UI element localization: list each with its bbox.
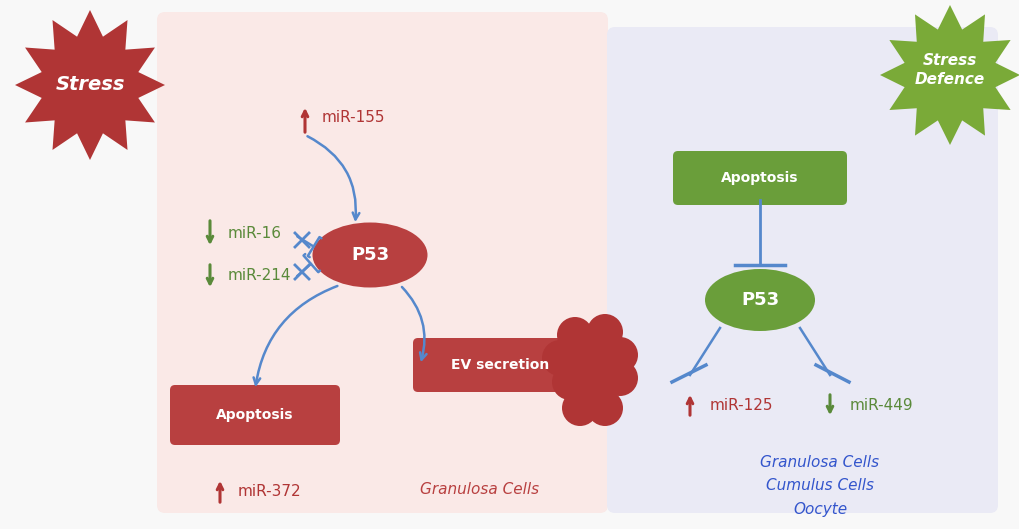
- Text: P53: P53: [351, 246, 388, 264]
- Text: Stress
Defence: Stress Defence: [914, 53, 984, 87]
- FancyBboxPatch shape: [606, 27, 997, 513]
- Text: miR-16: miR-16: [228, 225, 281, 241]
- Text: Apoptosis: Apoptosis: [216, 408, 293, 422]
- Circle shape: [579, 365, 614, 401]
- Text: Stress: Stress: [55, 76, 124, 95]
- Ellipse shape: [704, 269, 814, 331]
- Circle shape: [586, 390, 623, 426]
- Polygon shape: [15, 10, 165, 160]
- Circle shape: [586, 314, 623, 350]
- Circle shape: [601, 360, 637, 396]
- Circle shape: [541, 340, 578, 376]
- Text: miR-155: miR-155: [322, 111, 385, 125]
- Circle shape: [561, 390, 597, 426]
- Text: Granulosa Cells
Cumulus Cells
Oocyte: Granulosa Cells Cumulus Cells Oocyte: [760, 455, 878, 517]
- Text: miR-214: miR-214: [228, 268, 291, 282]
- Ellipse shape: [312, 223, 427, 287]
- Text: miR-125: miR-125: [709, 397, 772, 413]
- Text: miR-372: miR-372: [237, 484, 302, 498]
- Polygon shape: [879, 5, 1019, 145]
- FancyBboxPatch shape: [673, 151, 846, 205]
- Text: Granulosa Cells: Granulosa Cells: [420, 482, 539, 497]
- Circle shape: [556, 317, 592, 353]
- Text: EV secretion: EV secretion: [450, 358, 548, 372]
- FancyBboxPatch shape: [157, 12, 607, 513]
- FancyBboxPatch shape: [170, 385, 339, 445]
- Circle shape: [601, 337, 637, 373]
- Text: miR-449: miR-449: [849, 397, 913, 413]
- Circle shape: [574, 340, 609, 376]
- Circle shape: [551, 364, 587, 400]
- Text: Apoptosis: Apoptosis: [720, 171, 798, 185]
- FancyBboxPatch shape: [413, 338, 586, 392]
- Text: P53: P53: [740, 291, 779, 309]
